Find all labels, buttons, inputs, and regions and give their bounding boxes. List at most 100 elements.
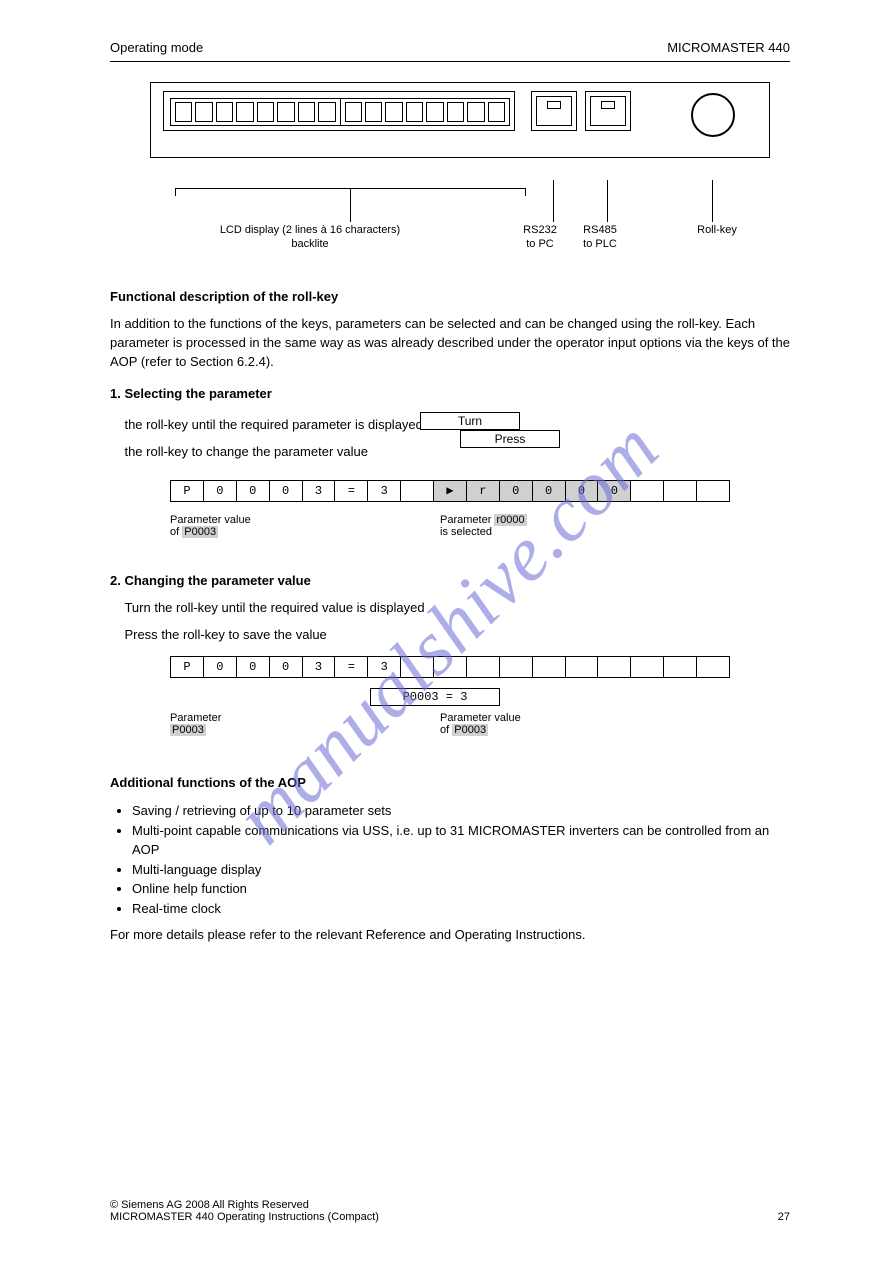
rect-turn: Turn	[420, 412, 520, 430]
step2-notes: Parameter P0003 Parameter value of P0003	[170, 710, 730, 760]
list-item: Multi-language display	[132, 860, 790, 880]
lcd-seg	[318, 102, 335, 122]
page-content: Operating mode MICROMASTER 440 LCD displ…	[110, 40, 790, 953]
port-plc	[585, 91, 631, 131]
cell	[500, 657, 533, 677]
cell: 3	[303, 481, 336, 501]
step2-heading: 2. Changing the parameter value	[110, 572, 790, 591]
cell: 0	[500, 481, 533, 501]
cell: 0	[533, 481, 566, 501]
port-slot	[547, 101, 561, 109]
cell	[434, 657, 467, 677]
port-slot	[601, 101, 615, 109]
list-item: Saving / retrieving of up to 10 paramete…	[132, 801, 790, 821]
header-right: MICROMASTER 440	[667, 40, 790, 55]
port-pc-inner	[536, 96, 572, 126]
footer-doc: MICROMASTER 440 Operating Instructions (…	[110, 1211, 379, 1223]
lcd-seg	[406, 102, 423, 122]
list-item: Online help function	[132, 879, 790, 899]
cell: 0	[237, 657, 270, 677]
step2-cellrow-wrap: P 0 0 0 3 = 3 P0003 = 3	[170, 656, 730, 760]
cell: 3	[368, 657, 401, 677]
lcd-seg	[236, 102, 253, 122]
cell	[697, 657, 729, 677]
lcd-seg	[447, 102, 464, 122]
lcd-inner	[170, 98, 510, 126]
lcd-seg	[195, 102, 212, 122]
step2-box-row: P0003 = 3	[170, 684, 730, 710]
note: Parameter r0000 is selected	[440, 514, 640, 538]
leader-line	[175, 188, 176, 196]
list-item: Real-time clock	[132, 899, 790, 919]
cell	[467, 657, 500, 677]
cell: =	[335, 657, 368, 677]
cell	[566, 657, 599, 677]
cell: 0	[598, 481, 631, 501]
cell	[664, 481, 697, 501]
leader-line	[525, 188, 526, 196]
intro-text: In addition to the functions of the keys…	[110, 315, 790, 372]
cell: P	[171, 481, 204, 501]
additional-title: Additional functions of the AOP	[110, 774, 790, 793]
lcd-seg	[216, 102, 233, 122]
roll-key-knob	[691, 93, 735, 137]
cell	[533, 657, 566, 677]
footer-copyright: © Siemens AG 2008 All Rights Reserved	[110, 1199, 379, 1211]
leader-line	[712, 180, 713, 222]
step1-notes: Parameter value of P0003 Parameter r0000…	[170, 508, 730, 562]
device-diagram	[150, 82, 770, 158]
cell: 3	[303, 657, 336, 677]
step1-rects: Turn Press	[110, 412, 790, 452]
cell: =	[335, 481, 368, 501]
caption-lcd: LCD display (2 lines à 16 characters) ba…	[210, 224, 410, 252]
step2-line1: Turn the roll-key until the required val…	[110, 599, 790, 618]
cell: 0	[270, 657, 303, 677]
lcd-seg	[385, 102, 402, 122]
lcd-seg	[365, 102, 382, 122]
cell	[598, 657, 631, 677]
page-header: Operating mode MICROMASTER 440	[110, 40, 790, 62]
port-plc-inner	[590, 96, 626, 126]
rect-press: Press	[460, 430, 560, 448]
lcd-seg	[426, 102, 443, 122]
list-item: Multi-point capable communications via U…	[132, 821, 790, 860]
lcd-right	[341, 98, 511, 126]
cell	[697, 481, 729, 501]
lcd-outline	[163, 91, 515, 131]
caption-knob: Roll-key	[672, 224, 762, 238]
ref-text: For more details please refer to the rel…	[110, 926, 790, 945]
step2-box: P0003 = 3	[370, 688, 500, 706]
note: Parameter value of P0003	[170, 514, 370, 538]
section-title: Functional description of the roll-key	[110, 288, 790, 307]
lcd-seg	[467, 102, 484, 122]
cell: 0	[204, 481, 237, 501]
leader-line	[350, 188, 351, 222]
step2-line2: Press the roll-key to save the value	[110, 626, 790, 645]
leader-line	[607, 180, 608, 222]
lcd-left	[170, 98, 341, 126]
cell: 0	[204, 657, 237, 677]
footer-left: © Siemens AG 2008 All Rights Reserved MI…	[110, 1199, 379, 1223]
additional-list: Saving / retrieving of up to 10 paramete…	[110, 801, 790, 918]
step1-heading: 1. Selecting the parameter	[110, 385, 790, 404]
footer-page: 27	[778, 1211, 790, 1223]
caption-plc: RS485 to PLC	[550, 224, 650, 252]
lcd-seg	[488, 102, 505, 122]
note: Parameter P0003	[170, 712, 370, 736]
leader-line	[553, 180, 554, 222]
step2-cellrow: P 0 0 0 3 = 3	[170, 656, 730, 678]
cell: 3	[368, 481, 401, 501]
cell: 0	[237, 481, 270, 501]
step1-cellrow-wrap: P 0 0 0 3 = 3 ▶ r 0 0 0 0 Parameter	[170, 480, 730, 562]
lcd-seg	[298, 102, 315, 122]
step1-cellrow: P 0 0 0 3 = 3 ▶ r 0 0 0 0	[170, 480, 730, 502]
cell: ▶	[434, 481, 467, 501]
cell	[401, 481, 434, 501]
lcd-seg	[345, 102, 362, 122]
lcd-seg	[277, 102, 294, 122]
cell	[631, 481, 664, 501]
cell	[401, 657, 434, 677]
note: Parameter value of P0003	[440, 712, 640, 736]
cell	[631, 657, 664, 677]
header-left: Operating mode	[110, 40, 203, 55]
